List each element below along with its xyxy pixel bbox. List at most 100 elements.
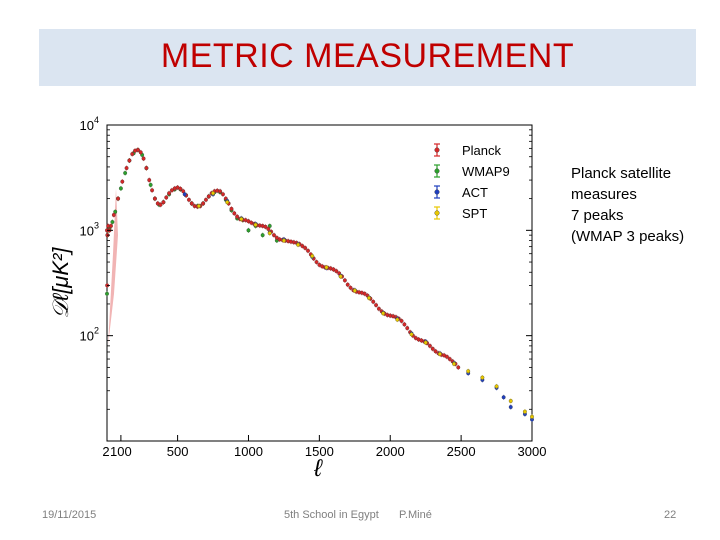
data-point: [203, 197, 208, 202]
data-point: [110, 220, 115, 224]
data-point: [218, 189, 223, 194]
y-tick-label: 104: [80, 115, 99, 133]
data-point: [402, 322, 407, 327]
data-point: [345, 282, 350, 287]
data-point: [338, 274, 343, 279]
x-tick-label: 1500: [305, 444, 334, 459]
data-point: [395, 317, 400, 322]
data-point: [152, 196, 157, 201]
data-point: [456, 365, 461, 370]
x-tick-label: 500: [167, 444, 189, 459]
x-tick-label: 2500: [447, 444, 476, 459]
side-note-line: (WMAP 3 peaks): [571, 228, 685, 245]
data-point: [452, 361, 456, 366]
data-point: [303, 246, 308, 250]
data-point: [118, 186, 123, 191]
data-point: [334, 269, 339, 274]
data-point: [111, 212, 116, 217]
data-point: [150, 188, 155, 193]
data-point: [381, 311, 386, 316]
footer-author: P.Miné: [399, 509, 432, 521]
data-point: [367, 296, 371, 300]
legend-marker: [434, 147, 440, 153]
data-point: [124, 166, 129, 171]
data-point: [371, 299, 376, 304]
data-point: [158, 202, 163, 207]
side-note-line: 7 peaks: [571, 207, 624, 224]
data-point: [148, 182, 153, 187]
data-point: [296, 242, 301, 247]
x-tick-label: 2000: [376, 444, 405, 459]
data-point: [113, 209, 118, 214]
data-point: [130, 152, 135, 156]
data-point: [437, 352, 442, 356]
data-point: [116, 196, 121, 201]
data-point: [530, 414, 534, 419]
data-point: [399, 318, 404, 323]
x-tick-label: 1000: [234, 444, 263, 459]
data-point: [266, 227, 271, 231]
data-point: [105, 291, 109, 296]
y-tick-label: 102: [80, 326, 99, 344]
data-point: [127, 158, 132, 163]
data-point: [120, 179, 125, 184]
side-note-line: Planck satellite: [571, 165, 672, 182]
data-point: [324, 265, 329, 270]
data-point: [182, 192, 187, 197]
data-point: [186, 197, 191, 202]
data-point: [189, 201, 194, 206]
data-point: [480, 375, 485, 380]
data-point: [342, 278, 347, 283]
data-point: [405, 326, 410, 331]
x-tick-label: 2: [102, 444, 109, 459]
data-point: [447, 357, 452, 361]
data-point: [430, 346, 435, 351]
data-point: [260, 233, 265, 238]
footer-event: 5th School in Egypt: [284, 509, 379, 521]
data-point: [267, 231, 272, 236]
y-axis-label: 𝒟ℓ[μK²]: [48, 247, 73, 319]
legend-marker: [434, 189, 440, 195]
data-point: [423, 340, 428, 345]
data-point: [494, 384, 499, 389]
data-point: [348, 285, 353, 290]
slide-title: METRIC MEASUREMENT: [160, 37, 575, 75]
data-point: [409, 332, 414, 337]
data-point: [300, 244, 305, 248]
data-point: [281, 238, 286, 243]
data-point: [196, 204, 201, 209]
data-point: [433, 349, 438, 354]
footer-date: 19/11/2015: [42, 509, 97, 521]
data-point: [138, 150, 143, 155]
legend-marker: [434, 168, 440, 174]
data-point: [229, 206, 234, 211]
data-point: [161, 200, 166, 205]
legend-label: Planck: [462, 143, 502, 158]
data-point: [466, 369, 471, 374]
side-note: Planck satellite measures 7 peaks (WMAP …: [571, 163, 711, 247]
data-point: [362, 291, 367, 296]
data-point: [272, 233, 276, 238]
data-point: [253, 222, 258, 227]
data-point: [135, 147, 140, 152]
low-ell-error-band: [108, 188, 118, 346]
data-point: [178, 186, 183, 191]
title-band: METRIC MEASUREMENT: [39, 29, 696, 86]
side-note-line: measures: [571, 186, 637, 203]
data-point: [376, 306, 381, 311]
data-point: [239, 217, 244, 221]
data-point: [508, 399, 513, 403]
data-point: [141, 156, 146, 161]
data-point: [147, 178, 152, 183]
x-tick-label: 3000: [518, 444, 547, 459]
data-point: [123, 171, 128, 175]
x-tick-label: 100: [110, 444, 132, 459]
data-point: [508, 405, 513, 410]
data-point: [352, 288, 357, 293]
data-point: [225, 200, 230, 205]
data-point: [206, 194, 211, 199]
data-point: [164, 195, 169, 200]
data-point: [246, 228, 251, 233]
data-point: [501, 395, 506, 400]
